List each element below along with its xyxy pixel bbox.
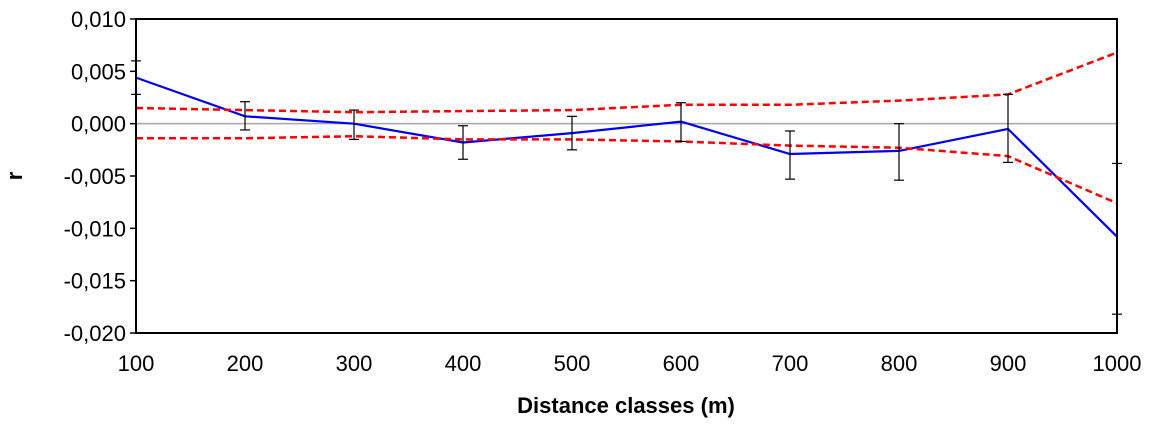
x-tick-label: 200 [227, 351, 264, 376]
y-tick-label: -0,015 [64, 269, 126, 294]
y-axis-title: r [2, 171, 27, 180]
x-tick-label: 900 [990, 351, 1027, 376]
y-tick-label: 0,010 [71, 7, 126, 32]
series-line-3 [136, 134, 1118, 205]
x-tick-label: 1000 [1093, 351, 1142, 376]
series-line-2 [135, 51, 1118, 114]
series-line-1 [135, 76, 1118, 238]
x-axis-title: Distance classes (m) [517, 393, 735, 418]
x-tick-label: 400 [445, 351, 482, 376]
y-tick-label: -0,010 [64, 216, 126, 241]
y-tick-label: -0,020 [64, 321, 126, 346]
x-tick-label: 600 [663, 351, 700, 376]
y-tick-label: -0,005 [64, 164, 126, 189]
x-tick-label: 500 [554, 351, 591, 376]
x-tick-label: 700 [772, 351, 809, 376]
y-tick-label: 0,000 [71, 112, 126, 137]
x-tick-label: 800 [881, 351, 918, 376]
plot-frame [135, 18, 1118, 334]
x-tick-label: 300 [336, 351, 373, 376]
y-tick-label: 0,005 [71, 59, 126, 84]
x-tick-label: 100 [118, 351, 155, 376]
